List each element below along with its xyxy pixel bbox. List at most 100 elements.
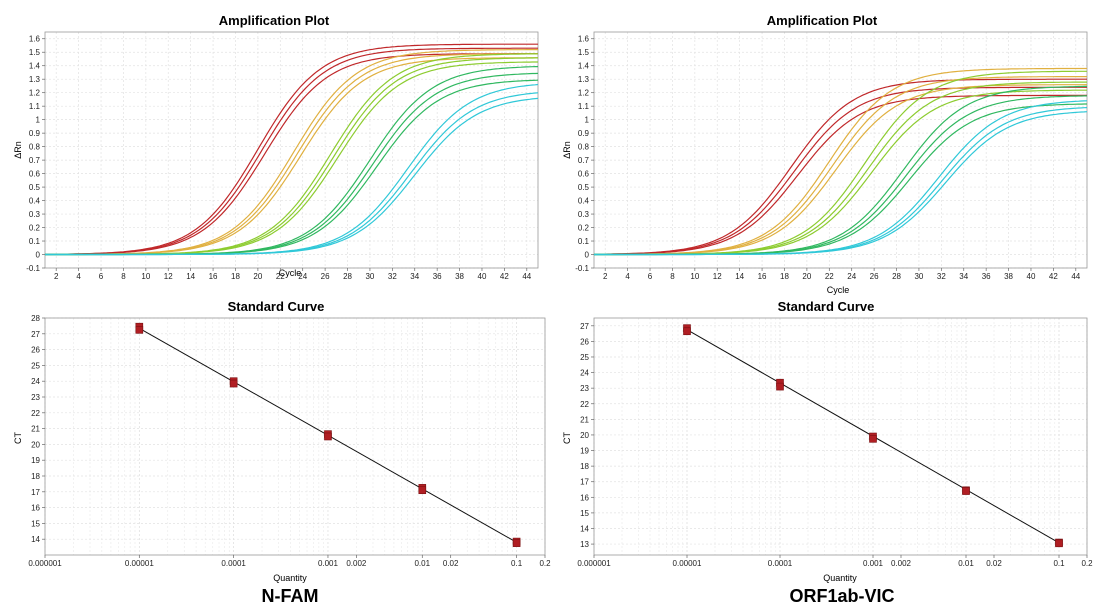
y-tick-label: -0.1 [575,264,589,273]
y-tick-label: 0 [36,251,41,260]
series-line [594,85,1087,256]
data-point [512,539,521,547]
x-tick-label: 6 [99,272,104,281]
x-tick-label: 0.001 [863,559,884,568]
y-tick-label: 1 [585,116,590,125]
plot-frame [44,31,539,269]
x-tick-label: 0.01 [414,559,430,568]
series-line [594,94,1087,255]
y-tick-label: 0.6 [578,170,590,179]
x-axis-label: Cycle [279,268,302,278]
amplification-plot-n-fam: Amplification Plot Cycle ΔRn -0.1 0 0.1 0.2… [13,13,539,281]
x-tick-label: 20 [253,272,262,281]
y-tick-label: 0.4 [29,197,41,206]
series-line [594,78,1087,255]
y-tick-label: 15 [31,519,40,528]
y-tick-label: 24 [31,377,40,386]
series-line [45,97,539,256]
x-tick-label: 38 [455,272,464,281]
y-tick-label: 0.5 [29,183,41,192]
x-tick-label: 0.000001 [28,559,62,568]
y-axis-label: ΔRn [13,141,23,159]
x-tick-label: 20 [802,272,811,281]
data-point [776,382,784,391]
x-tick-label: 14 [735,272,744,281]
y-tick-label: 23 [31,393,40,402]
standard-curve-n-fam: Standard Curve Quantity CT 14 15 16 17 18 19 2… [13,299,551,583]
standard-curve-orf1ab-vic: Standard Curve Quantity CT 1314151617181… [562,299,1093,583]
x-tick-label: 34 [959,272,968,281]
x-tick-label: 0.02 [986,559,1002,568]
series-line [45,66,538,256]
x-axis-label: Quantity [823,573,857,583]
y-axis-label: CT [13,432,23,444]
panel-label-n-fam: N-FAM [261,586,319,606]
y-tick-label: 1.3 [578,75,590,84]
plot-frame [593,317,1088,556]
x-tick-label: 14 [186,272,195,281]
y-tick-label: 0.1 [578,237,590,246]
y-tick-label: 0 [585,251,590,260]
gridlines [45,32,538,269]
series-line [45,53,539,256]
y-tick-label: 1.1 [29,102,41,111]
y-tick-label: 1.5 [29,48,41,57]
y-axis-label: CT [562,432,572,444]
y-tick-label: 26 [31,346,40,355]
y-tick-label: -0.1 [26,264,40,273]
panel-label-orf1ab-vic: ORF1ab-VIC [789,586,895,606]
amplification-curves [44,43,539,256]
y-tick-label: 16 [580,493,589,502]
x-tick-label: 28 [343,272,352,281]
y-tick-label: 23 [580,384,589,393]
x-tick-label: 32 [388,272,397,281]
chart-title: Amplification Plot [219,13,330,28]
y-tick-label: 22 [580,400,589,409]
x-tick-label: 28 [892,272,901,281]
y-tick-label: 1.3 [29,75,41,84]
series-line [594,100,1088,256]
y-tick-label: 0.2 [578,224,590,233]
y-tick-label: 22 [31,409,40,418]
y-tick-label: 28 [31,314,40,323]
x-tick-label: 18 [231,272,240,281]
x-tick-label: 18 [780,272,789,281]
x-axis-label: Cycle [827,285,850,295]
x-tick-label: 0.00001 [125,559,154,568]
x-tick-label: 6 [648,272,653,281]
plot-frame [44,317,546,556]
y-tick-label: 16 [31,504,40,513]
y-tick-label: 18 [31,472,40,481]
x-tick-label: 0.01 [958,559,974,568]
y-tick-label: 1.4 [29,62,41,71]
x-tick-labels: 0.000001 0.00001 0.0001 0.001 0.002 0.01 0.02 0… [28,555,551,568]
x-tick-label: 0.0001 [768,559,793,568]
x-tick-labels: 2 4 6 8 10 12 14 16 18 20 22 24 26 28 30 32 34 36 38 40 42 44 [54,268,532,281]
series-line [44,53,538,256]
x-tick-label: 0.02 [443,559,459,568]
y-tick-label: 26 [580,337,589,346]
y-tick-label: 19 [580,447,589,456]
plot-frame [593,31,1088,269]
y-tick-label: 21 [31,425,40,434]
x-tick-label: 36 [433,272,442,281]
chart-title: Amplification Plot [767,13,878,28]
x-tick-labels: 0.000001 0.00001 0.0001 0.001 0.002 0.01 0.02 0… [577,555,1093,568]
y-tick-label: 1.2 [29,89,41,98]
data-point [869,435,877,443]
chart-title: Standard Curve [778,299,875,314]
y-tick-labels: 13 14 15 16 17 18 19 20 21 22 23 24 25 26 27 [580,322,594,549]
y-tick-label: 25 [580,353,589,362]
x-tick-label: 38 [1004,272,1013,281]
x-tick-label: 0.002 [346,559,367,568]
x-tick-label: 4 [76,272,81,281]
x-tick-label: 36 [982,272,991,281]
y-tick-label: 17 [580,478,589,487]
y-tick-label: 14 [31,535,40,544]
x-tick-label: 44 [1071,272,1080,281]
x-tick-label: 24 [847,272,856,281]
x-tick-label: 12 [164,272,173,281]
y-tick-label: 0.1 [29,237,41,246]
data-point [418,486,427,495]
